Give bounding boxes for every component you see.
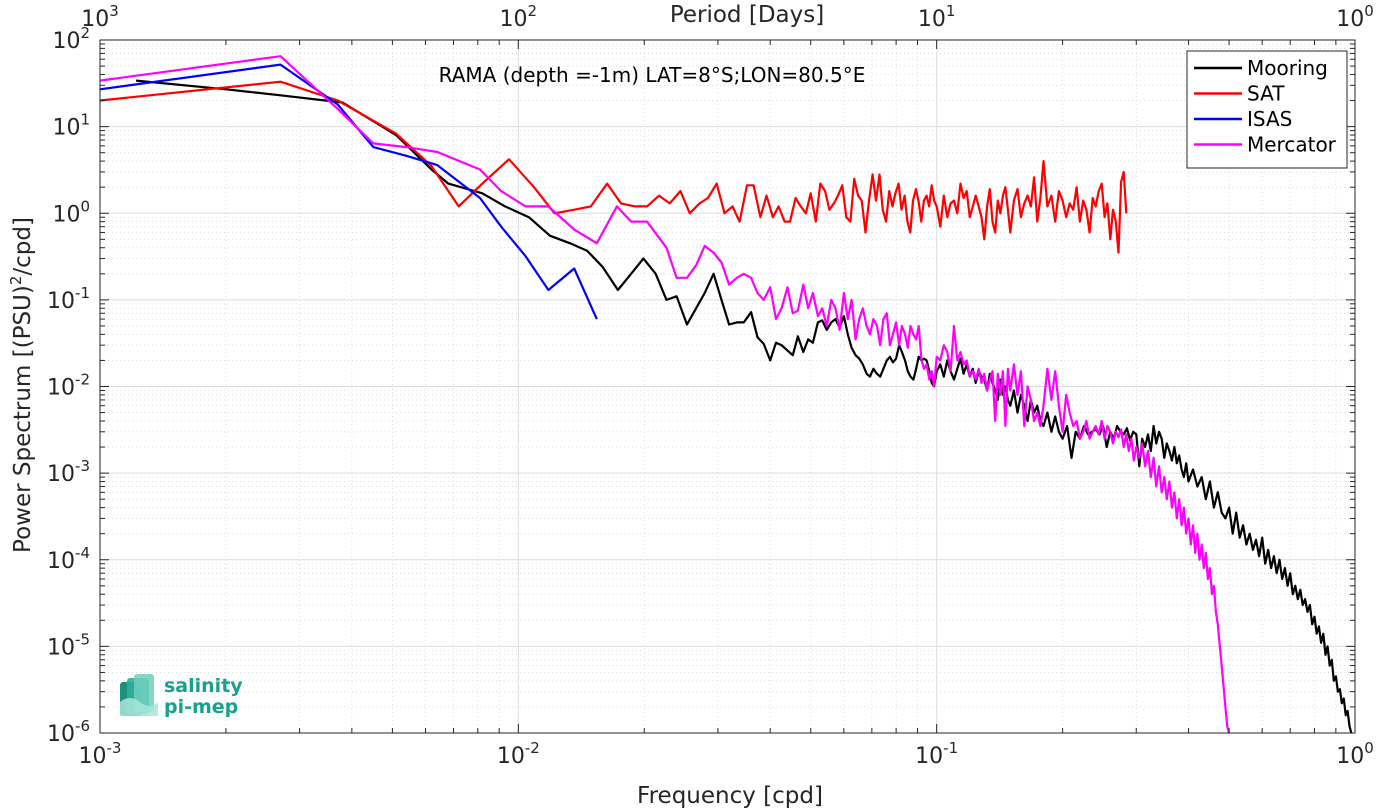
x-tick-label: 10-3 — [79, 739, 122, 769]
y-tick-label: 10-1 — [47, 284, 90, 314]
series-line-isas — [99, 63, 598, 320]
legend-box — [1186, 50, 1348, 169]
legend-label-isas: ISAS — [1247, 107, 1292, 131]
y-tick-label: 102 — [52, 24, 90, 54]
salinity-pi-mep-logo: salinity pi-mep — [120, 674, 243, 718]
y-tick-label: 10-4 — [47, 544, 90, 574]
x-tick-label: 100 — [1336, 739, 1374, 769]
legend-label-mercator: Mercator — [1247, 133, 1337, 157]
y-tick-label: 101 — [52, 111, 90, 141]
legend-label-mooring: Mooring — [1247, 56, 1328, 80]
series-line-mercator — [99, 55, 1231, 734]
y-axis-title: Power Spectrum [(PSU)2/cpd] — [7, 217, 36, 553]
top-tick-label: 103 — [81, 2, 119, 32]
y-tick-label: 10-6 — [47, 717, 90, 747]
y-tick-label: 100 — [52, 197, 90, 227]
x-axis-title: Frequency [cpd] — [637, 783, 823, 809]
logo-text-pimep: pi-mep — [164, 696, 238, 718]
legend-label-sat: SAT — [1247, 82, 1285, 106]
series-line-sat — [99, 80, 1128, 254]
x-tick-label: 10-2 — [497, 739, 540, 769]
x-tick-label: 10-1 — [915, 739, 958, 769]
top-tick-label: 101 — [918, 2, 956, 32]
y-tick-label: 10-3 — [47, 457, 90, 487]
y-tick-label: 10-5 — [47, 630, 90, 660]
series-line-mooring — [135, 79, 1353, 734]
grid-major — [99, 39, 1356, 734]
logo-mark-icon — [120, 674, 158, 716]
top-tick-label: 100 — [1336, 2, 1374, 32]
y-tick-label: 10-2 — [47, 371, 90, 401]
top-tick-label: 102 — [500, 2, 538, 32]
series-layer — [99, 55, 1353, 734]
chart-annotation: RAMA (depth =-1m) LAT=8°S;LON=80.5°E — [439, 63, 866, 87]
top-axis-title: Period [Days] — [670, 2, 824, 28]
logo-text-salinity: salinity — [164, 675, 243, 697]
